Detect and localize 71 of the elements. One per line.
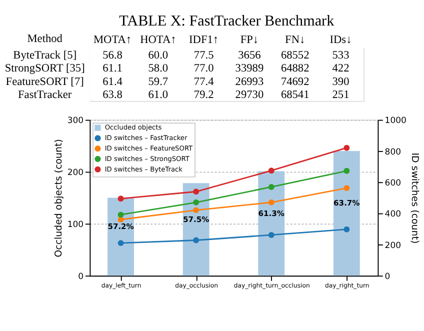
x-tick-label: IDF1↑ [189, 34, 219, 46]
y-tick-label: 200 [67, 168, 84, 178]
data-label: 422 [332, 62, 350, 75]
x-tick-label: IDs↓ [330, 34, 352, 46]
bar [182, 183, 210, 276]
y-tick-label: StrongSORT [35] [4, 62, 85, 75]
point [118, 212, 124, 218]
y2-axis-title: ID switches (count) [409, 152, 420, 244]
point [193, 237, 200, 244]
data-label: 77.0 [194, 62, 214, 75]
data-label: 251 [332, 89, 350, 102]
data-label: 68552 [280, 49, 310, 62]
data-label: 74692 [280, 76, 310, 88]
data-label: 58.0 [148, 62, 168, 75]
point [268, 232, 274, 238]
y2-tick-label: 800 [384, 147, 402, 158]
y-tick-label: 100 [67, 220, 84, 230]
annotation: 57.5% [182, 214, 210, 224]
point [268, 199, 274, 206]
data-label: 533 [332, 49, 350, 62]
data-label: 29730 [235, 89, 264, 102]
data-label: 59.7 [148, 76, 168, 88]
bar [258, 171, 285, 276]
data-label: 63.8 [102, 89, 123, 102]
data-label: 64882 [280, 62, 310, 75]
y-tick-label: 0 [78, 272, 84, 282]
data-label: 33989 [235, 62, 264, 75]
point [193, 207, 200, 214]
y-tick-label: FastTracker [18, 89, 72, 102]
point [118, 196, 124, 202]
point [344, 168, 350, 174]
point [344, 144, 350, 151]
y2-tick-label: 200 [384, 240, 402, 251]
data-label: 3656 [238, 49, 262, 62]
point [268, 168, 274, 174]
point [193, 188, 200, 195]
y-tick-label: 300 [67, 116, 84, 126]
data-label: 61.1 [102, 62, 122, 75]
point [344, 185, 350, 192]
x-tick-label: HOTA↑ [140, 34, 176, 46]
y-axis-title: Occluded objects (count) [54, 139, 65, 258]
data-label: 61.4 [102, 76, 123, 88]
x-tick-label: FP↓ [240, 34, 259, 46]
y-axis-title: Method [27, 32, 63, 45]
y-tick-label: FeatureSORT [7] [6, 76, 84, 88]
data-label: 77.4 [194, 76, 214, 88]
point [344, 226, 350, 232]
y2-tick-label: 600 [384, 178, 402, 188]
x-tick-label: MOTA↑ [93, 34, 132, 46]
x-tick-label: FN↓ [285, 34, 306, 46]
y2-tick-label: 400 [384, 210, 402, 220]
chart-title: TABLE X: FastTracker Benchmark [119, 13, 335, 30]
point [118, 240, 124, 246]
data-label: 68541 [280, 89, 310, 102]
data-label: 77.5 [194, 49, 214, 62]
data-label: 26993 [235, 76, 264, 88]
annotation: 57.2% [108, 222, 134, 232]
bar [108, 198, 134, 276]
y-tick-label: ByteTrack [5] [13, 49, 77, 62]
data-label: 56.8 [102, 49, 123, 62]
point [193, 199, 200, 206]
bar [333, 150, 360, 276]
point [268, 184, 274, 190]
annotation: 63.7% [334, 198, 360, 208]
annotation: 61.3% [258, 208, 285, 218]
y2-tick-label: 0 [384, 272, 390, 282]
data-label: 79.2 [194, 89, 214, 102]
data-label: 390 [332, 76, 350, 88]
data-label: 61.0 [148, 89, 168, 102]
data-label: 60.0 [148, 49, 168, 62]
y2-tick-label: 1000 [384, 116, 406, 126]
